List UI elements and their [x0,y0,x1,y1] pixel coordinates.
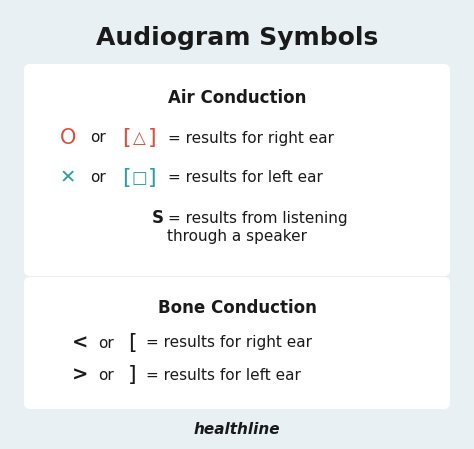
Text: Air Conduction: Air Conduction [168,89,306,107]
Text: [: [ [128,333,137,353]
Text: or: or [90,131,106,145]
Text: [: [ [122,128,130,148]
Text: or: or [98,367,114,383]
Text: = results for left ear: = results for left ear [168,171,323,185]
Text: = results for left ear: = results for left ear [146,367,301,383]
Text: ]: ] [128,365,137,385]
Text: = results for right ear: = results for right ear [168,131,334,145]
Text: △: △ [133,129,146,147]
Text: ✕: ✕ [60,168,76,188]
Text: S: S [152,209,164,227]
Text: or: or [98,335,114,351]
Text: = results for right ear: = results for right ear [146,335,312,351]
FancyBboxPatch shape [24,64,450,276]
Text: ]: ] [148,168,156,188]
Text: Audiogram Symbols: Audiogram Symbols [96,26,378,50]
Text: O: O [60,128,76,148]
FancyBboxPatch shape [24,277,450,409]
Text: = results from listening: = results from listening [168,211,347,225]
Text: □: □ [131,169,147,187]
Text: <: < [72,334,88,352]
Text: Bone Conduction: Bone Conduction [157,299,317,317]
Text: healthline: healthline [194,423,280,437]
Text: >: > [72,365,88,384]
Text: [: [ [122,168,130,188]
Text: or: or [90,171,106,185]
Text: ]: ] [148,128,156,148]
Text: through a speaker: through a speaker [167,229,307,243]
